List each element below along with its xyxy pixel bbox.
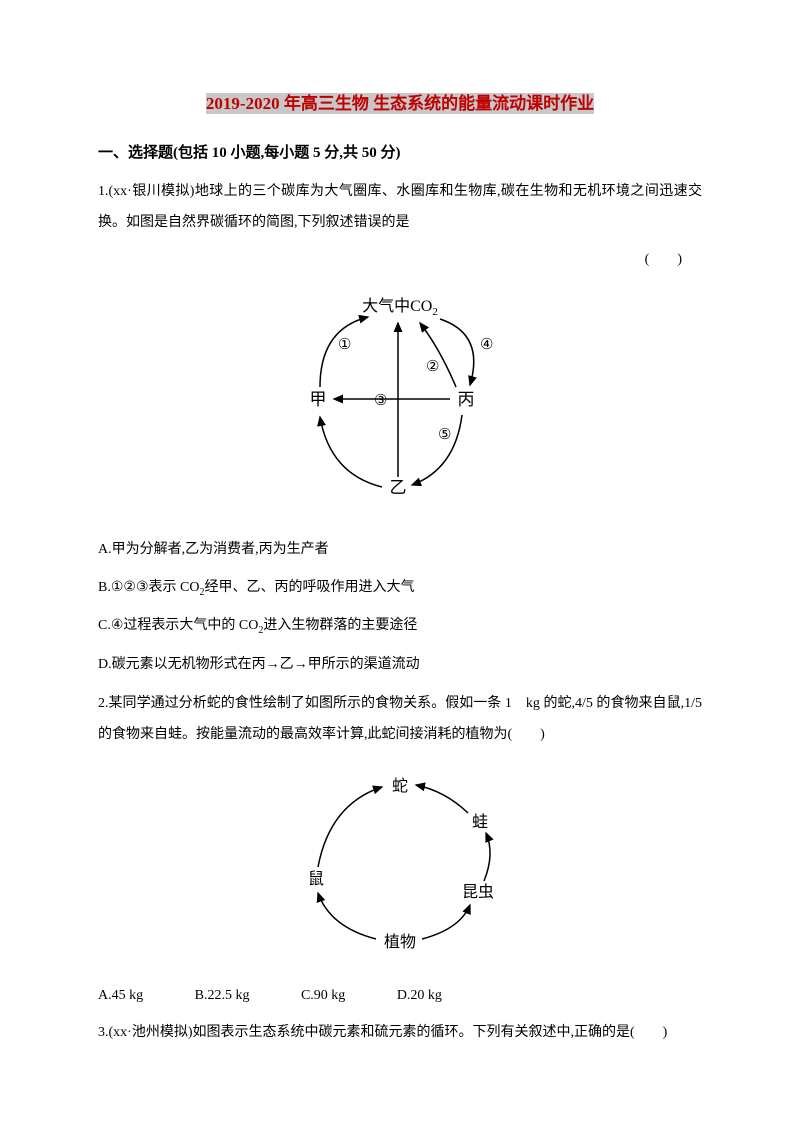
diagram2-mouse: 鼠 bbox=[308, 870, 324, 888]
q2-option-d: D.20 kg bbox=[397, 988, 442, 1003]
question-2-diagram: 蛇 蛙 昆虫 植物 鼠 bbox=[98, 769, 702, 967]
q2-options: A.45 kg B.22.5 kg C.90 kg D.20 kg bbox=[98, 985, 702, 1007]
diagram1-node-right: 丙 bbox=[458, 390, 475, 409]
section-header: 一、选择题(包括 10 小题,每小题 5 分,共 50 分) bbox=[98, 141, 702, 165]
diagram1-arrow4: ④ bbox=[480, 337, 493, 353]
question-1-text: 1.(xx·银川模拟)地球上的三个碳库为大气圈库、水圈库和生物库,碳在生物和无机… bbox=[98, 177, 702, 239]
q2-option-b: B.22.5 kg bbox=[195, 988, 250, 1003]
q2-option-c: C.90 kg bbox=[301, 988, 345, 1003]
q1-option-b: B.①②③表示 CO2经甲、乙、丙的呼吸作用进入大气 bbox=[98, 574, 702, 603]
q1-option-c: C.④过程表示大气中的 CO2进入生物群落的主要途径 bbox=[98, 612, 702, 641]
q1-option-d: D.碳元素以无机物形式在丙→乙→甲所示的渠道流动 bbox=[98, 651, 702, 679]
diagram1-arrow5: ⑤ bbox=[438, 427, 451, 443]
title-highlight: 2019-2020 年高三生物 生态系统的能量流动课时作业 bbox=[206, 93, 594, 114]
diagram1-arrow3: ③ bbox=[374, 393, 387, 409]
question-2-text: 2.某同学通过分析蛇的食性绘制了如图所示的食物关系。假如一条 1 kg 的蛇,4… bbox=[98, 689, 702, 751]
diagram1-top-label: 大气中CO bbox=[362, 297, 432, 315]
page-title: 2019-2020 年高三生物 生态系统的能量流动课时作业 bbox=[98, 90, 702, 117]
question-1-diagram: 大气中CO2 甲 丙 乙 ① ④ ② ③ ⑤ bbox=[98, 289, 702, 517]
diagram1-top-sub: 2 bbox=[432, 306, 438, 318]
diagram1-node-bottom: 乙 bbox=[390, 478, 407, 497]
question-3-text: 3.(xx·池州模拟)如图表示生态系统中碳元素和硫元素的循环。下列有关叙述中,正… bbox=[98, 1018, 702, 1049]
svg-text:大气中CO2: 大气中CO2 bbox=[362, 297, 438, 318]
q1-option-a: A.甲为分解者,乙为消费者,丙为生产者 bbox=[98, 536, 702, 564]
q2-option-a: A.45 kg bbox=[98, 988, 143, 1003]
diagram1-node-left: 甲 bbox=[310, 390, 327, 409]
diagram2-insect: 昆虫 bbox=[462, 883, 494, 901]
diagram1-arrow1: ① bbox=[338, 337, 351, 353]
question-1-blank: ( ) bbox=[98, 249, 702, 271]
diagram2-frog: 蛙 bbox=[472, 813, 488, 831]
diagram1-arrow2: ② bbox=[426, 359, 439, 375]
diagram2-snake: 蛇 bbox=[392, 777, 408, 795]
diagram2-plant: 植物 bbox=[384, 933, 416, 951]
